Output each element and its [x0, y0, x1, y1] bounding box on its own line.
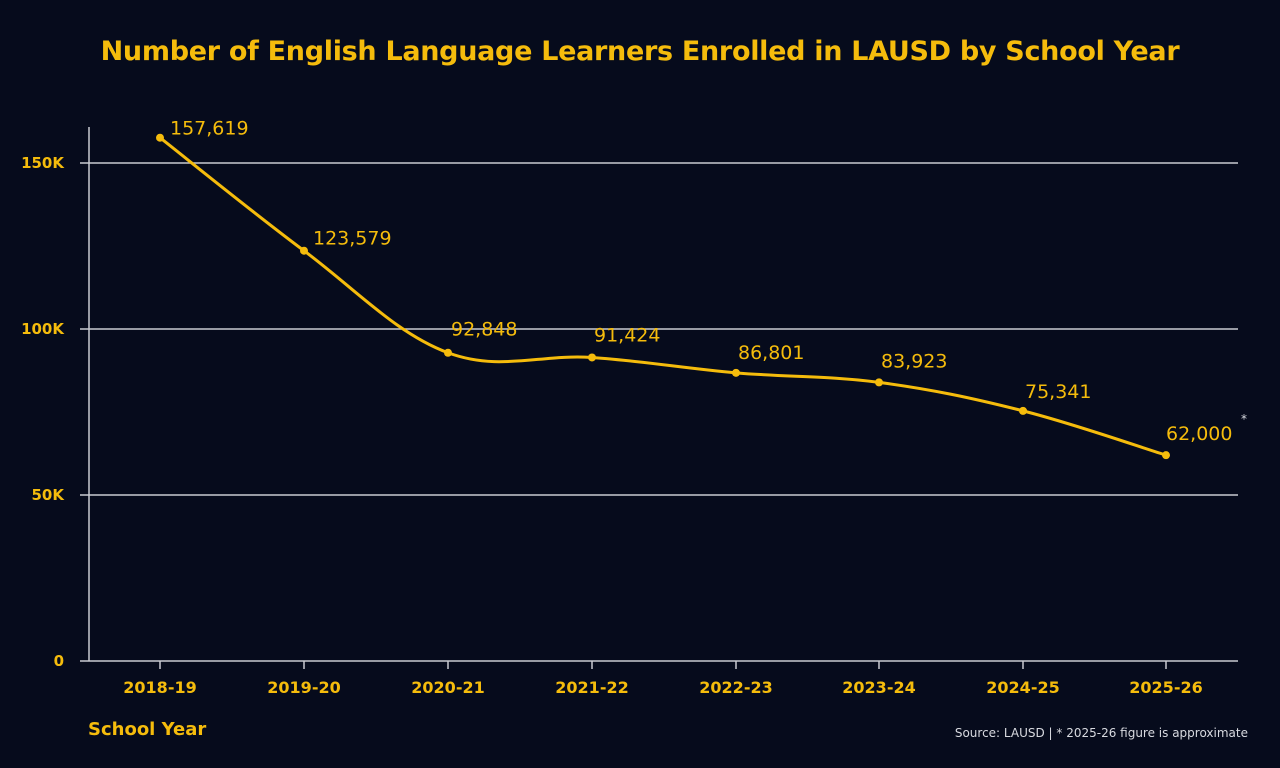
data-line: [158, 136, 1168, 457]
y-tick-label: 150K: [21, 154, 65, 172]
x-tick-label: 2023-24: [842, 678, 915, 697]
x-axis-ticks: 2018-19 2019-20 2020-21 2021-22 2022-23 2023-…: [123, 661, 1203, 697]
x-tick-label: 2020-21: [411, 678, 484, 697]
data-point: [444, 348, 452, 357]
data-point: [732, 368, 740, 377]
data-label: 83,923: [881, 350, 947, 372]
y-axis-ticks: 0 50K 100K 150K: [21, 154, 65, 670]
data-point: [588, 353, 596, 362]
data-label: 86,801: [738, 342, 804, 364]
data-points: [156, 133, 1170, 460]
x-tick-label: 2018-19: [123, 678, 196, 697]
chart-title: Number of English Language Learners Enro…: [100, 36, 1180, 67]
x-tick-label: 2024-25: [986, 678, 1059, 697]
data-label: 157,619: [170, 118, 249, 140]
gridlines: [80, 162, 1238, 496]
x-tick-label: 2022-23: [699, 678, 772, 697]
data-point: [875, 378, 883, 387]
x-tick-label: 2021-22: [555, 678, 628, 697]
x-tick-label: 2025-26: [1129, 678, 1202, 697]
data-label: 91,424: [594, 324, 660, 346]
approximate-asterisk: *: [1241, 412, 1247, 426]
y-tick-label: 0: [54, 652, 64, 670]
axes: [80, 127, 1238, 662]
y-tick-label: 50K: [32, 486, 66, 504]
x-tick-label: 2019-20: [267, 678, 340, 697]
data-point: [1019, 406, 1027, 415]
data-label: 75,341: [1025, 381, 1091, 403]
y-tick-label: 100K: [21, 320, 65, 338]
source-footnote: Source: LAUSD | * 2025-26 figure is appr…: [954, 726, 1248, 740]
data-point: [300, 246, 308, 255]
data-label: 62,000: [1166, 423, 1232, 445]
data-point: [1162, 451, 1170, 460]
data-label: 92,848: [451, 319, 517, 341]
data-labels: 157,619 123,579 92,848 91,424 86,801 83,923 75…: [170, 118, 1247, 445]
data-point: [156, 133, 164, 142]
x-axis-label: School Year: [88, 719, 207, 740]
data-label: 123,579: [313, 228, 392, 250]
